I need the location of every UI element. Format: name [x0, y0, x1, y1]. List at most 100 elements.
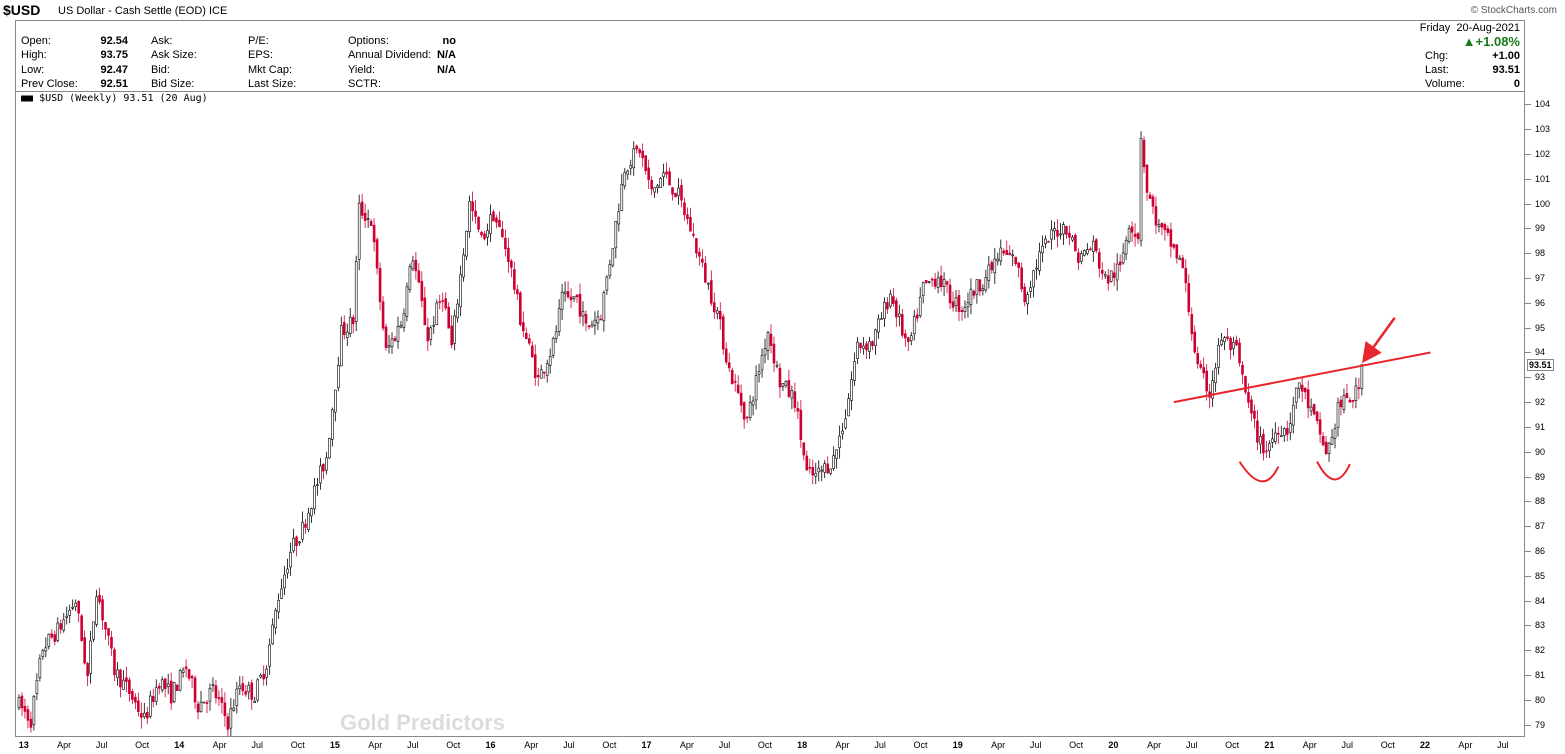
candle-body [423, 297, 427, 326]
candle-body [805, 455, 809, 471]
volume-value: 0 [1513, 78, 1520, 90]
ticker-symbol: $USD [3, 2, 41, 18]
candle-body [1187, 283, 1191, 313]
candle-body [718, 311, 722, 320]
instrument-description: US Dollar - Cash Settle (EOD) ICE [58, 5, 228, 17]
candle-body [17, 697, 21, 709]
x-month-label: Apr [368, 740, 383, 750]
pct-change-row: ▲+1.08% [1400, 35, 1520, 49]
candle-body [113, 649, 116, 676]
candle-body [796, 408, 800, 412]
candlestick-chart [17, 131, 1431, 736]
candle-body [214, 685, 218, 699]
candle-body [226, 716, 230, 730]
y-tick-label: 102 [1535, 149, 1551, 160]
candle-body [853, 361, 856, 381]
candle-body [578, 293, 582, 317]
y-tick-mark [1525, 302, 1531, 304]
candle-body [545, 363, 549, 376]
sctr-label: SCTR: [348, 78, 381, 90]
candle-body [154, 687, 158, 702]
candle-body [1083, 250, 1086, 256]
candle-body [730, 370, 734, 385]
candle-body [984, 277, 988, 291]
candle-body [915, 314, 919, 319]
candle-body [1321, 436, 1325, 446]
candle-body [429, 327, 433, 340]
candle-body [987, 264, 991, 281]
candle-body [202, 701, 206, 704]
candle-body [1172, 244, 1176, 248]
x-month-label: Jul [1497, 740, 1509, 750]
candle-body [1080, 253, 1083, 262]
candle-body [581, 311, 585, 317]
candle-body [838, 435, 841, 449]
candle-body [960, 309, 964, 312]
candle-body [1148, 194, 1152, 199]
candle-body [832, 455, 835, 469]
candle-body [1029, 287, 1032, 293]
candle-body [247, 684, 251, 693]
x-month-label: Jul [718, 740, 731, 750]
candle-body [1330, 436, 1334, 445]
candle-body [29, 718, 33, 728]
price-axis: 79 80 81 82 83 84 85 86 87 88 89 90 91 92 93 94 95 96 97 98… [1525, 92, 1565, 737]
candle-body [250, 682, 254, 700]
y-tick-label: 83 [1535, 620, 1546, 631]
candle-body [554, 331, 558, 339]
candle-body [504, 237, 507, 250]
candle-body [575, 294, 579, 298]
bid-label: Bid: [151, 64, 170, 76]
candle-body [53, 634, 57, 642]
candle-body [527, 338, 531, 344]
candle-body [336, 365, 340, 389]
dividend-label: Annual Dividend: [348, 49, 432, 61]
price-chart-area[interactable]: ■■ $USD (Weekly) 93.51 (20 Aug) [15, 92, 1525, 737]
candle-body [140, 713, 143, 718]
candle-body [763, 348, 767, 356]
y-tick-label: 80 [1535, 694, 1546, 705]
candle-body [450, 325, 453, 346]
candle-body [187, 669, 191, 679]
candle-body [363, 212, 367, 221]
candle-body [632, 148, 636, 169]
candle-body [689, 217, 692, 232]
candle-body [1333, 428, 1337, 439]
x-month-label: Oct [602, 740, 617, 750]
candle-body [829, 468, 832, 474]
y-tick-label: 79 [1535, 719, 1546, 730]
candle-body [1020, 267, 1023, 290]
candle-body [47, 633, 51, 647]
candle-body [939, 275, 943, 287]
chg-label: Chg: [1425, 50, 1449, 62]
candle-body [1086, 249, 1089, 254]
candle-body [924, 279, 928, 283]
y-tick-label: 91 [1535, 421, 1546, 432]
candle-body [217, 697, 221, 700]
candle-body [1193, 331, 1197, 353]
candle-body [826, 463, 829, 474]
candle-body [1190, 314, 1194, 335]
candle-body [1145, 164, 1149, 193]
y-tick-label: 104 [1535, 99, 1551, 110]
candle-body [196, 703, 200, 713]
x-month-label: Apr [1147, 740, 1162, 750]
y-tick-mark [1525, 352, 1531, 354]
candle-body [498, 220, 501, 228]
candle-body [1285, 428, 1289, 435]
candle-body [623, 171, 627, 187]
candle-body [516, 289, 519, 295]
candle-body [283, 574, 286, 589]
candle-body [301, 521, 304, 540]
dividend-value: N/A [437, 49, 456, 61]
candle-body [328, 438, 331, 459]
candle-body [736, 384, 740, 394]
candle-body [1232, 341, 1235, 349]
candle-body [474, 210, 477, 217]
options-label: Options: [348, 35, 389, 47]
candle-body [569, 296, 573, 301]
candle-body [695, 238, 698, 254]
last-label: Last: [1425, 64, 1449, 76]
candle-body [1044, 238, 1047, 244]
candle-body [1065, 226, 1068, 235]
